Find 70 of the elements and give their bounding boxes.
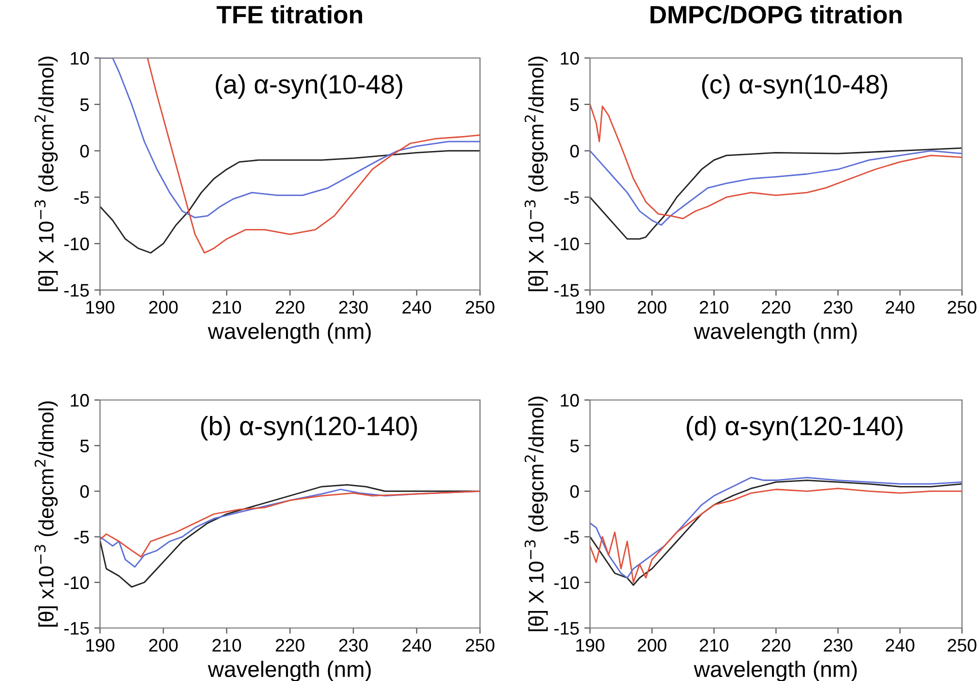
line-series (146, 58, 480, 254)
annotation: (c) α-syn(10-48) (702, 74, 888, 99)
y-tick-label: 0 (570, 485, 579, 498)
y-tick-label: 0 (80, 144, 89, 158)
x-tick-label: 220 (276, 638, 304, 652)
y-tick-label: -10 (64, 238, 89, 250)
y-tick-label: -10 (64, 576, 89, 590)
y-tick-label: -5 (74, 191, 89, 204)
x-tick-label: 230 (824, 300, 852, 314)
y-tick-label: 10 (560, 52, 579, 65)
x-tick-label: 210 (212, 638, 242, 652)
line-series (590, 104, 962, 220)
x-tick-label: 240 (886, 638, 914, 652)
x-tick-label: 190 (86, 638, 114, 652)
y-tick-label: 5 (80, 440, 89, 452)
x-tick-label: 190 (86, 300, 114, 314)
x-axis-title: wavelength (nm) (694, 322, 857, 344)
x-tick-label: 220 (762, 638, 790, 652)
x-tick-label: 240 (402, 638, 432, 652)
y-tick-label: -15 (554, 622, 579, 635)
x-tick-label: 250 (466, 300, 494, 314)
x-tick-label: 200 (638, 300, 666, 314)
y-axis-title: [θ] X 10$^{−3}$ (degcm$^{2}$/dmol) (524, 56, 548, 292)
y-tick-label: 0 (570, 144, 579, 158)
x-tick-label: 190 (576, 638, 604, 652)
chart-title: TFE titration (216, 5, 362, 24)
x-tick-label: 250 (466, 638, 494, 652)
x-tick-label: 240 (886, 300, 914, 314)
line-series (590, 150, 962, 226)
x-axis-title: wavelength (nm) (208, 322, 371, 344)
x-tick-label: 200 (149, 300, 178, 314)
x-tick-label: 200 (638, 638, 666, 652)
x-tick-label: 230 (339, 300, 368, 314)
y-tick-label: -15 (64, 622, 89, 635)
y-axis-title: [θ] X 10$^{−3}$ (degcm$^{2}$/dmol) (524, 396, 548, 632)
line-series (100, 490, 480, 558)
y-tick-label: -15 (554, 284, 579, 297)
chart-title: DMPC/DOPG titration (650, 5, 902, 24)
x-tick-label: 220 (762, 300, 790, 314)
y-tick-label: 5 (570, 98, 579, 112)
y-tick-label: 5 (80, 98, 89, 112)
x-tick-label: 190 (576, 300, 604, 314)
y-tick-label: 10 (70, 52, 89, 65)
line-series (590, 147, 962, 240)
x-tick-label: 250 (948, 300, 976, 314)
y-tick-label: -5 (564, 530, 579, 544)
x-tick-label: 230 (339, 638, 368, 652)
annotation: (b) α-syn(120-140) (201, 416, 417, 441)
y-tick-label: -5 (564, 191, 579, 204)
y-tick-label: -15 (64, 284, 89, 297)
x-tick-label: 240 (402, 300, 432, 314)
x-tick-label: 210 (700, 300, 728, 314)
y-tick-label: -10 (554, 576, 579, 590)
x-tick-label: 210 (700, 638, 728, 652)
y-tick-label: 10 (560, 394, 579, 407)
x-tick-label: 250 (948, 638, 976, 652)
y-tick-label: -5 (74, 530, 89, 544)
y-tick-label: 0 (80, 485, 89, 498)
x-tick-label: 220 (276, 300, 304, 314)
y-axis-title: [θ] X 10$^{−3}$ (degcm$^{2}$/dmol) (34, 56, 58, 292)
x-tick-label: 200 (149, 638, 178, 652)
x-tick-label: 210 (212, 300, 242, 314)
line-series (100, 150, 480, 254)
annotation: (a) α-syn(10-48) (216, 74, 402, 99)
y-tick-label: -10 (554, 238, 579, 250)
y-tick-label: 5 (570, 440, 579, 452)
y-axis-title: [θ] x10$^{−3}$ (degcm$^{2}$/dmol) (34, 401, 58, 627)
annotation: (d) α-syn(120-140) (686, 416, 903, 441)
x-tick-label: 230 (824, 638, 852, 652)
y-tick-label: 10 (70, 394, 89, 407)
